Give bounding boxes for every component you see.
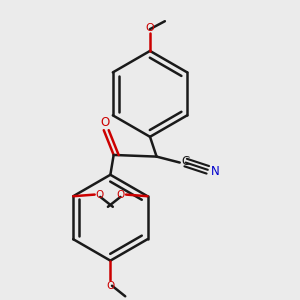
Text: O: O bbox=[146, 23, 154, 33]
Text: O: O bbox=[96, 190, 104, 200]
Text: O: O bbox=[106, 281, 115, 291]
Text: O: O bbox=[101, 116, 110, 128]
Text: O: O bbox=[117, 190, 125, 200]
Text: C: C bbox=[182, 155, 190, 168]
Text: N: N bbox=[210, 165, 219, 178]
